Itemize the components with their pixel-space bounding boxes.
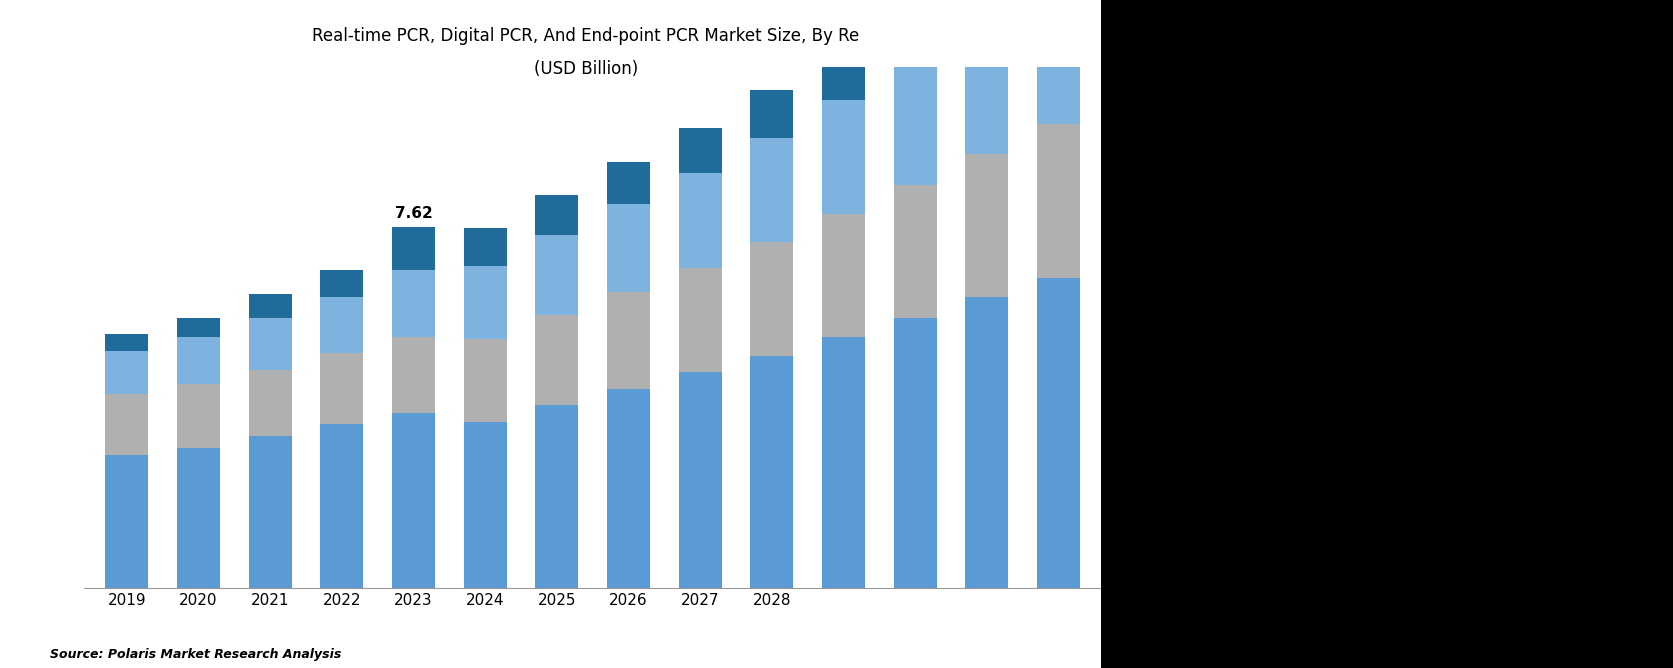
Bar xyxy=(535,194,577,235)
Bar xyxy=(535,405,577,588)
Bar xyxy=(320,424,363,588)
Bar xyxy=(607,389,649,588)
Bar xyxy=(678,372,721,588)
Bar xyxy=(248,436,291,588)
Bar xyxy=(821,48,865,100)
Bar xyxy=(1036,278,1079,588)
Bar xyxy=(893,3,937,59)
Bar xyxy=(965,154,1007,297)
Bar xyxy=(607,292,649,389)
Bar xyxy=(535,315,577,405)
Bar xyxy=(105,393,149,455)
Bar xyxy=(893,318,937,588)
Bar xyxy=(678,268,721,372)
Bar xyxy=(678,174,721,268)
Bar xyxy=(821,100,865,214)
Bar xyxy=(893,3,937,59)
Bar xyxy=(965,154,1007,297)
Text: Real-time PCR, Digital PCR, And End-point PCR Market Size, By Re: Real-time PCR, Digital PCR, And End-poin… xyxy=(313,27,858,45)
Bar xyxy=(463,422,507,588)
Bar xyxy=(391,271,435,337)
Bar xyxy=(248,370,291,436)
Bar xyxy=(821,337,865,588)
Bar xyxy=(105,351,149,393)
Bar xyxy=(893,59,937,185)
Bar xyxy=(750,138,793,242)
Bar xyxy=(821,100,865,214)
Bar xyxy=(1036,0,1079,124)
Bar xyxy=(391,227,435,271)
Bar xyxy=(177,337,219,384)
Bar xyxy=(893,318,937,588)
Bar xyxy=(320,297,363,353)
Bar xyxy=(105,455,149,588)
Bar xyxy=(750,90,793,138)
Bar xyxy=(1036,0,1079,124)
Bar xyxy=(1036,278,1079,588)
Bar xyxy=(607,204,649,292)
Bar xyxy=(248,318,291,370)
Bar xyxy=(893,185,937,318)
Bar xyxy=(1036,124,1079,278)
Bar xyxy=(535,235,577,315)
Bar xyxy=(821,337,865,588)
Bar xyxy=(965,0,1007,17)
Bar xyxy=(821,48,865,100)
Bar xyxy=(821,214,865,337)
Bar xyxy=(607,162,649,204)
Bar xyxy=(320,271,363,297)
Text: Source: Polaris Market Research Analysis: Source: Polaris Market Research Analysis xyxy=(50,649,341,661)
Bar xyxy=(1375,561,1399,588)
Text: 7.62: 7.62 xyxy=(395,206,432,221)
Bar xyxy=(320,353,363,424)
Bar xyxy=(463,228,507,266)
Bar xyxy=(1036,124,1079,278)
Bar xyxy=(177,448,219,588)
Bar xyxy=(678,128,721,174)
Bar xyxy=(965,297,1007,588)
Bar xyxy=(893,59,937,185)
Bar xyxy=(105,335,149,351)
Bar xyxy=(463,266,507,339)
Bar xyxy=(391,413,435,588)
Bar xyxy=(965,17,1007,154)
Bar xyxy=(463,339,507,422)
Bar xyxy=(391,337,435,413)
Bar xyxy=(893,185,937,318)
Bar xyxy=(750,242,793,356)
Bar xyxy=(750,356,793,588)
Bar xyxy=(177,384,219,448)
Legend: North America, Europe, Asia Pacific, Middle East & Africa: North America, Europe, Asia Pacific, Mid… xyxy=(196,667,826,668)
Bar xyxy=(965,17,1007,154)
Bar xyxy=(821,214,865,337)
Bar xyxy=(177,318,219,337)
Bar xyxy=(965,0,1007,17)
Bar xyxy=(965,297,1007,588)
Text: (USD Billion): (USD Billion) xyxy=(534,60,637,78)
Bar xyxy=(248,294,291,318)
